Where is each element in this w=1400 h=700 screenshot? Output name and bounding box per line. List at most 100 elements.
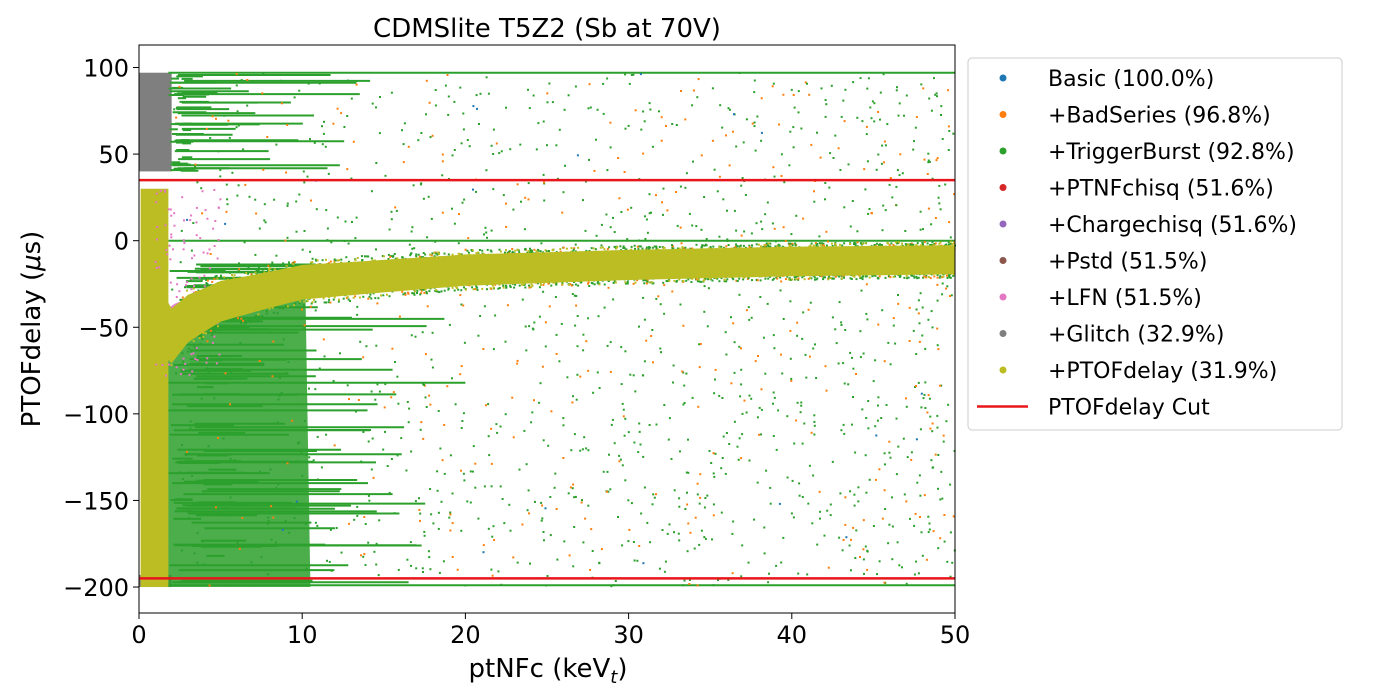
band-halo-point: [526, 251, 529, 254]
band-halo-point: [572, 248, 575, 251]
ptofdelay-point: [433, 268, 436, 271]
ptofdelay-point: [807, 257, 810, 260]
background-point: [524, 196, 527, 199]
background-point: [194, 163, 197, 166]
background-point: [500, 150, 503, 153]
background-point: [884, 463, 886, 466]
ptofdelay-point: [389, 266, 392, 269]
background-point: [879, 91, 882, 94]
background-point: [518, 468, 521, 471]
background-point: [453, 149, 456, 151]
background-point: [733, 371, 736, 374]
background-point: [411, 247, 414, 250]
ptofdelay-point: [407, 260, 410, 263]
background-point: [920, 531, 923, 534]
background-point: [611, 418, 614, 421]
ptofdelay-point: [295, 286, 298, 289]
ptofdelay-point: [287, 273, 290, 276]
band-halo-point: [748, 245, 751, 248]
ptofdelay-point: [160, 348, 163, 351]
background-point: [555, 508, 558, 510]
background-point: [698, 543, 701, 546]
ptofdelay-point: [176, 324, 178, 327]
background-point: [728, 164, 731, 167]
background-point: [707, 287, 710, 290]
band-halo-point: [653, 245, 656, 248]
band-halo-point: [314, 300, 317, 303]
background-point: [826, 509, 829, 512]
background-point: [579, 375, 582, 378]
band-halo-point: [213, 328, 216, 331]
ptofdelay-point: [352, 296, 355, 299]
ptofdelay-point: [672, 257, 675, 259]
band-halo-point: [236, 317, 239, 320]
ptofdelay-point: [460, 277, 463, 280]
background-point: [286, 202, 289, 205]
background-point: [628, 82, 631, 85]
background-point: [297, 503, 300, 506]
lfn-point: [206, 252, 209, 255]
background-point: [326, 227, 329, 230]
band-halo-point: [435, 290, 438, 293]
background-point: [316, 435, 319, 438]
ptofdelay-point: [299, 292, 302, 295]
background-point: [892, 317, 895, 320]
band-halo-point: [646, 278, 649, 281]
background-point: [286, 124, 289, 126]
background-point: [804, 353, 807, 356]
background-point: [482, 544, 485, 547]
band-halo-point: [822, 242, 825, 245]
band-halo-point: [636, 245, 639, 248]
ptofdelay-point: [757, 243, 760, 246]
background-point: [350, 177, 353, 180]
ptofdelay-point: [475, 275, 478, 278]
band-halo-point: [471, 286, 474, 289]
background-point: [375, 106, 377, 109]
background-point: [741, 412, 744, 415]
background-point: [606, 470, 609, 473]
ptofdelay-point: [529, 267, 532, 269]
band-halo-point: [201, 338, 204, 340]
background-point: [546, 101, 549, 104]
band-halo-point: [904, 243, 907, 246]
ptofdelay-point: [600, 267, 603, 270]
background-point: [175, 107, 178, 109]
background-point: [540, 242, 543, 245]
background-point: [422, 571, 424, 573]
background-point: [581, 499, 583, 502]
background-point: [713, 475, 716, 478]
band-halo-point: [486, 288, 488, 291]
lfn-point: [178, 290, 181, 293]
background-point: [356, 305, 359, 308]
band-halo-point: [738, 277, 741, 280]
background-point: [378, 519, 381, 522]
ptofdelay-point: [739, 246, 742, 249]
background-point: [241, 516, 244, 519]
background-point: [512, 208, 515, 211]
background-point: [541, 365, 544, 368]
band-halo-point: [362, 295, 365, 298]
band-halo-point: [288, 261, 290, 264]
background-point: [820, 87, 823, 90]
background-point: [883, 581, 886, 584]
background-point: [485, 231, 488, 234]
background-point: [704, 497, 707, 499]
background-point: [400, 437, 403, 440]
background-point: [725, 432, 728, 434]
background-point: [375, 248, 377, 251]
background-point: [474, 486, 477, 489]
background-point: [422, 437, 425, 440]
background-point: [330, 241, 333, 244]
background-point: [918, 322, 921, 325]
band-halo-point: [254, 315, 257, 317]
background-point: [316, 478, 319, 481]
ptofdelay-point: [496, 261, 498, 264]
background-point: [901, 172, 904, 175]
background-point: [796, 334, 799, 337]
ptofdelay-point: [462, 264, 465, 267]
background-point: [461, 201, 464, 204]
background-point: [600, 548, 603, 551]
background-point: [789, 300, 792, 303]
ptofdelay-point: [576, 258, 579, 261]
band-halo-point: [766, 244, 769, 247]
